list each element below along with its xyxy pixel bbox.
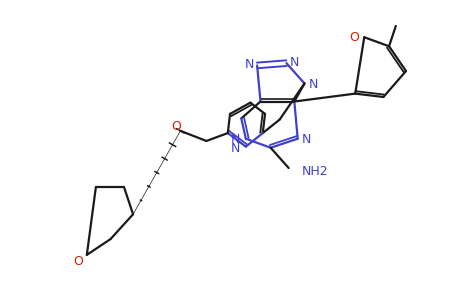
Text: N: N <box>231 134 241 146</box>
Text: O: O <box>73 255 83 268</box>
Text: O: O <box>349 31 359 44</box>
Text: N: N <box>231 142 241 155</box>
Text: N: N <box>302 134 311 146</box>
Text: N: N <box>245 58 254 71</box>
Text: NH2: NH2 <box>302 165 329 178</box>
Text: N: N <box>309 78 318 91</box>
Text: O: O <box>171 120 181 133</box>
Text: N: N <box>290 56 299 68</box>
